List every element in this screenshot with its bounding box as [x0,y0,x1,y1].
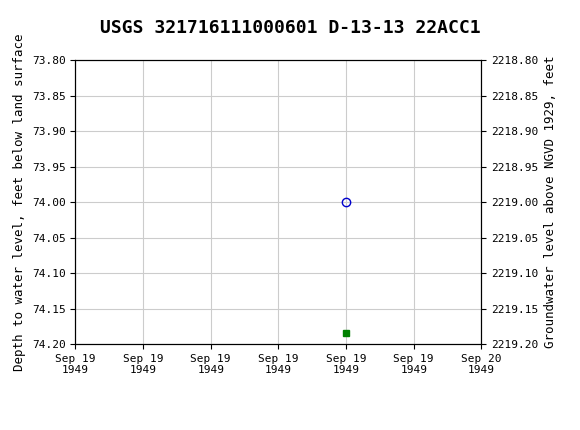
Text: USGS 321716111000601 D-13-13 22ACC1: USGS 321716111000601 D-13-13 22ACC1 [100,19,480,37]
Y-axis label: Groundwater level above NGVD 1929, feet: Groundwater level above NGVD 1929, feet [544,56,557,348]
Y-axis label: Depth to water level, feet below land surface: Depth to water level, feet below land su… [13,34,26,371]
Text: ≡USGS: ≡USGS [9,10,67,29]
